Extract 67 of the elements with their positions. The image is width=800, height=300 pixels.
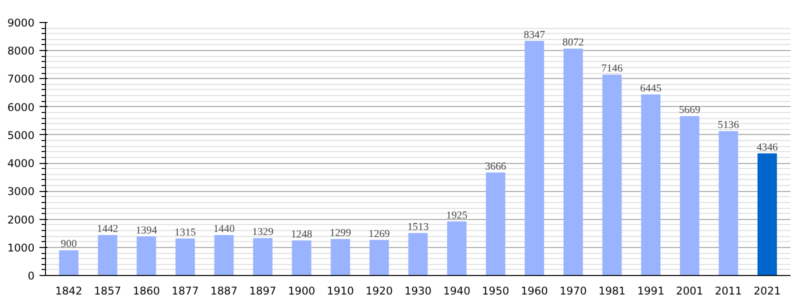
data-label: 1442 <box>96 224 118 235</box>
x-tick-label: 1960 <box>520 284 548 298</box>
data-label: 8072 <box>562 38 584 49</box>
data-label: 1269 <box>368 228 390 240</box>
data-label: 8347 <box>524 30 546 41</box>
bar <box>369 240 389 276</box>
x-tick-label: 2021 <box>754 284 781 298</box>
bar <box>524 40 544 276</box>
x-tick-label: 1897 <box>249 284 276 298</box>
data-label: 900 <box>60 239 77 250</box>
x-tick-label: 1887 <box>210 284 238 298</box>
y-tick-label: 3000 <box>7 185 35 198</box>
data-label: 5669 <box>678 105 700 116</box>
x-tick-label: 2001 <box>676 284 704 298</box>
x-tick-label: 1920 <box>366 284 393 298</box>
bar <box>175 238 195 276</box>
y-tick-label: 8000 <box>7 44 35 58</box>
data-label: 5136 <box>718 120 740 132</box>
x-tick-label: 1940 <box>443 284 471 298</box>
y-tick-label: 7000 <box>7 72 35 86</box>
x-tick-label: 1857 <box>94 284 122 298</box>
y-tick-label: 9000 <box>7 16 35 30</box>
y-tick-label: 0 <box>28 270 35 282</box>
bar <box>59 250 78 276</box>
bar <box>292 240 312 276</box>
x-tick-label: 2011 <box>714 284 742 298</box>
y-tick-label: 1000 <box>7 241 35 254</box>
x-tick-label: 1930 <box>404 284 432 298</box>
x-tick-label: 1877 <box>172 284 199 298</box>
bar <box>602 74 622 276</box>
bar <box>253 238 272 276</box>
y-tick-label: 2000 <box>7 213 35 226</box>
bar <box>447 221 467 276</box>
data-label: 1394 <box>136 225 158 236</box>
bar <box>330 238 350 276</box>
bar <box>408 232 428 276</box>
bar <box>214 235 234 276</box>
x-tick-label: 1910 <box>326 284 354 298</box>
y-tick-label: 4000 <box>7 157 35 170</box>
x-tick-label: 1900 <box>288 284 316 298</box>
data-label: 1925 <box>446 210 468 222</box>
data-label: 1315 <box>174 228 196 239</box>
bar <box>718 131 738 276</box>
data-label: 3666 <box>484 161 507 172</box>
data-label: 4346 <box>756 142 779 154</box>
x-tick-label: 1981 <box>598 284 626 298</box>
bar <box>680 116 700 276</box>
bar <box>758 153 777 276</box>
data-label: 6445 <box>640 83 662 94</box>
x-tick-label: 1950 <box>482 284 510 298</box>
data-label: 1299 <box>330 228 352 239</box>
data-label: 1329 <box>252 227 274 238</box>
x-tick-label: 1970 <box>560 284 587 298</box>
x-tick-label: 1842 <box>55 284 82 298</box>
data-label: 1513 <box>407 222 429 233</box>
y-tick-label: 5000 <box>7 128 35 142</box>
data-label: 1248 <box>290 229 312 240</box>
data-label: 7146 <box>601 64 624 75</box>
x-tick-label: 1991 <box>637 284 664 298</box>
x-tick-label: 1860 <box>132 284 160 298</box>
data-label: 1440 <box>213 224 235 236</box>
y-tick-label: 6000 <box>7 100 35 114</box>
bar <box>98 234 118 276</box>
bar <box>641 94 661 276</box>
bar <box>136 236 156 276</box>
bar <box>486 172 506 276</box>
bar <box>564 48 583 276</box>
